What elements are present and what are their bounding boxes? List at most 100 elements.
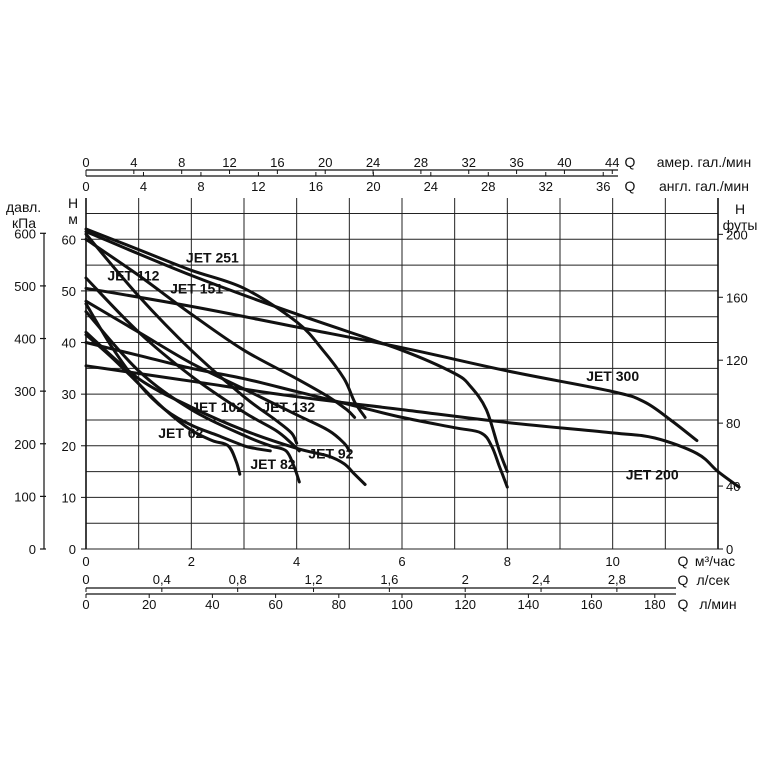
x-uk-tick-label: 36 — [596, 179, 610, 194]
y-ft-tick-label: 0 — [726, 542, 733, 557]
axes: 01020304050600100200300400500600давл.кПа… — [6, 154, 757, 612]
x-us-tick-label: 0 — [82, 155, 89, 170]
x-ls-tick-label: 2,8 — [608, 572, 626, 587]
y-kpa-title-1: давл. — [6, 199, 41, 215]
series-label-jet-251: JET 251 — [186, 250, 239, 266]
x-uk-tick-label: 20 — [366, 179, 380, 194]
x-m3h-tick-label: 0 — [82, 554, 89, 569]
y-ft-title-h: H — [735, 201, 745, 217]
y-kpa-tick-label: 0 — [29, 542, 36, 557]
x-ls-title-q: Q — [678, 572, 689, 588]
x-uk-tick-label: 4 — [140, 179, 147, 194]
y-ft-tick-label: 160 — [726, 290, 748, 305]
x-uk-tick-label: 24 — [424, 179, 438, 194]
series-line-unlabelled-12 — [84, 302, 272, 453]
y-m-tick-label: 0 — [69, 542, 76, 557]
y-ft-title-unit: футы — [723, 217, 758, 233]
x-uk-title-unit: англ. гал./мин — [659, 178, 749, 194]
x-lmin-tick-label: 140 — [518, 597, 540, 612]
x-lmin-tick-label: 0 — [82, 597, 89, 612]
x-lmin-tick-label: 100 — [391, 597, 413, 612]
x-lmin-tick-label: 180 — [644, 597, 666, 612]
y-kpa-tick-label: 100 — [14, 489, 36, 504]
y-m-title-h: H — [68, 195, 78, 211]
series-line-jet-200 — [84, 364, 741, 489]
series-label-jet-82: JET 82 — [250, 456, 295, 472]
y-kpa-tick-label: 200 — [14, 437, 36, 452]
x-m3h-tick-label: 8 — [504, 554, 511, 569]
series-label-jet-92: JET 92 — [308, 446, 353, 462]
series-line-jet-112 — [84, 232, 299, 445]
x-us-tick-label: 28 — [414, 155, 428, 170]
x-m3h-tick-label: 10 — [605, 554, 619, 569]
y-kpa-tick-label: 300 — [14, 384, 36, 399]
x-uk-tick-label: 12 — [251, 179, 265, 194]
series-label-jet-132: JET 132 — [262, 399, 315, 415]
y-m-title-unit: м — [68, 211, 78, 227]
series-label-jet-62: JET 62 — [158, 425, 203, 441]
series-line-jet-300 — [84, 286, 699, 443]
y-m-tick-label: 40 — [62, 336, 76, 351]
x-uk-tick-label: 28 — [481, 179, 495, 194]
y-ft-tick-label: 120 — [726, 353, 748, 368]
series-label-jet-102: JET 102 — [191, 399, 244, 415]
x-us-tick-label: 4 — [130, 155, 137, 170]
x-m3h-title-q: Q — [678, 553, 689, 569]
x-lmin-tick-label: 20 — [142, 597, 156, 612]
y-kpa-tick-label: 500 — [14, 279, 36, 294]
x-ls-tick-label: 0,4 — [153, 572, 171, 587]
y-ft-tick-label: 40 — [726, 479, 740, 494]
series-line-jet-251 — [84, 227, 367, 419]
x-us-tick-label: 16 — [270, 155, 284, 170]
series-label-jet-112: JET 112 — [107, 268, 159, 284]
x-us-tick-label: 24 — [366, 155, 380, 170]
x-uk-title-q: Q — [625, 178, 636, 194]
x-uk-tick-label: 8 — [197, 179, 204, 194]
x-m3h-title-unit: м³/час — [695, 553, 735, 569]
x-m3h-tick-label: 4 — [293, 554, 300, 569]
series-line-jet-151 — [84, 237, 357, 419]
y-kpa-tick-label: 600 — [14, 226, 36, 241]
series-line-unlabelled-11 — [84, 230, 509, 474]
x-us-tick-label: 44 — [605, 155, 619, 170]
x-m3h-tick-label: 2 — [188, 554, 195, 569]
y-m-tick-label: 50 — [62, 284, 76, 299]
x-uk-tick-label: 0 — [82, 179, 89, 194]
y-kpa-tick-label: 400 — [14, 332, 36, 347]
series-line-jet-82 — [84, 310, 301, 484]
x-ls-tick-label: 2 — [462, 572, 469, 587]
x-us-title-q: Q — [625, 154, 636, 170]
x-lmin-title-q: Q — [678, 596, 689, 612]
x-us-tick-label: 36 — [509, 155, 523, 170]
x-ls-title-unit: л/сек — [697, 572, 731, 588]
x-lmin-title-unit: л/мин — [699, 596, 736, 612]
series-label-jet-300: JET 300 — [586, 368, 639, 384]
y-m-tick-label: 20 — [62, 439, 76, 454]
series — [84, 227, 741, 489]
x-ls-tick-label: 1,6 — [380, 572, 398, 587]
x-lmin-tick-label: 120 — [454, 597, 476, 612]
curve-labels: JET 62 JET 82 JET 92 JET 102 JET 112 JET 132 J… — [107, 250, 679, 483]
y-m-tick-label: 10 — [62, 490, 76, 505]
y-ft-tick-label: 80 — [726, 416, 740, 431]
series-label-jet-151: JET 151 — [170, 280, 223, 296]
series-line-jet-132 — [84, 299, 351, 453]
x-lmin-tick-label: 80 — [332, 597, 346, 612]
y-m-tick-label: 60 — [62, 232, 76, 247]
x-lmin-tick-label: 160 — [581, 597, 603, 612]
x-us-title-unit: амер. гал./мин — [657, 154, 751, 170]
x-ls-tick-label: 1,2 — [304, 572, 322, 587]
y-m-tick-label: 30 — [62, 387, 76, 402]
x-us-tick-label: 32 — [462, 155, 476, 170]
x-us-tick-label: 8 — [178, 155, 185, 170]
x-uk-tick-label: 16 — [309, 179, 323, 194]
x-us-tick-label: 40 — [557, 155, 571, 170]
series-line-unlabelled-10 — [84, 341, 509, 489]
x-ls-tick-label: 2,4 — [532, 572, 550, 587]
x-us-tick-label: 20 — [318, 155, 332, 170]
y-kpa-title-2: кПа — [12, 215, 36, 231]
series-label-jet-200: JET 200 — [626, 466, 679, 482]
x-ls-tick-label: 0,8 — [229, 572, 247, 587]
x-lmin-tick-label: 40 — [205, 597, 219, 612]
